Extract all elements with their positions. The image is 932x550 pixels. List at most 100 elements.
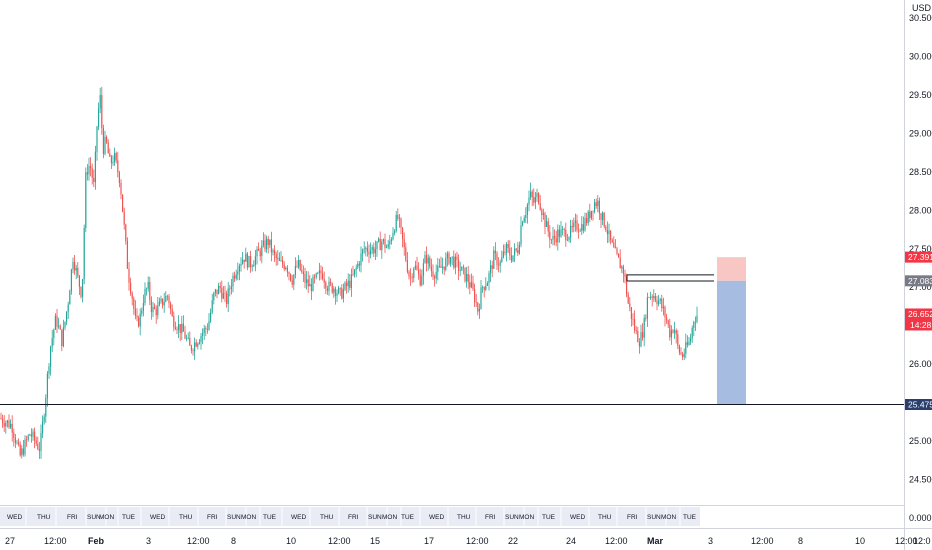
candle-body (67, 304, 69, 312)
candle-body (494, 250, 496, 254)
candle-body (672, 330, 674, 333)
candle-body (600, 213, 602, 220)
y-tick-label: 30.500 (909, 13, 932, 23)
candle-body (474, 288, 476, 303)
candle-body (330, 281, 332, 284)
candle-body (499, 261, 501, 266)
candle-body (557, 229, 559, 243)
candle-body (528, 197, 530, 205)
candle-body (282, 260, 284, 265)
x-tick-label: 12:00 (328, 536, 351, 546)
candle-body (533, 197, 535, 203)
candle-body (134, 308, 136, 316)
candle-body (462, 266, 464, 268)
candle-body (24, 439, 26, 455)
candle-body (346, 282, 348, 287)
candle-body (542, 213, 544, 215)
x-tick-label: 12:00 (895, 536, 918, 546)
candle-body (680, 352, 682, 355)
candle-body (206, 328, 208, 330)
candle-body (525, 215, 527, 219)
candle-body (389, 241, 391, 245)
candle-body (547, 221, 549, 232)
candle-body (464, 267, 466, 282)
candle-body (227, 288, 229, 305)
y-tick-label: 27.000 (909, 282, 932, 292)
candle-body (53, 329, 55, 339)
candle-body (432, 271, 434, 277)
candle-body (203, 328, 205, 334)
candle-body (45, 397, 47, 417)
candle-body (8, 420, 10, 428)
candle-body (64, 321, 66, 328)
candle-body (322, 273, 324, 279)
candle-body (307, 279, 309, 287)
candle-body (397, 215, 399, 219)
candle-body (549, 231, 551, 240)
candle-body (582, 224, 584, 231)
candle-body (160, 298, 162, 302)
candle-body (48, 366, 50, 374)
candle-body (147, 281, 149, 289)
candle-body (394, 231, 396, 233)
candle-body (54, 315, 56, 330)
candle-body (419, 274, 421, 286)
candle-body (674, 330, 676, 333)
candle-body (144, 288, 146, 304)
day-label: FRI (627, 514, 638, 521)
candle-body (696, 315, 698, 322)
candle-body (357, 263, 359, 268)
candle-body (570, 225, 572, 238)
candle-body (59, 325, 61, 330)
candle-body (654, 296, 656, 301)
candle-body (424, 255, 426, 264)
candle-body (613, 242, 615, 248)
x-tick-label: Mar (647, 536, 664, 546)
candle-body (358, 263, 360, 266)
day-label: MON (99, 514, 114, 521)
candle-body (157, 305, 159, 316)
candle-body (384, 239, 386, 248)
candle-body (605, 226, 607, 231)
day-label: THU (37, 514, 51, 521)
candle-body (35, 440, 37, 444)
day-label: WED (150, 514, 165, 521)
x-tick-label: 3 (708, 536, 713, 546)
candle-body (446, 253, 448, 259)
candle-body (498, 265, 500, 266)
candle-body (622, 266, 624, 274)
x-tick-label: 10 (286, 536, 296, 546)
candle-body (56, 315, 58, 327)
candle-body (259, 250, 261, 257)
candle-body (536, 193, 538, 198)
candle-body (214, 289, 216, 293)
candle-body (392, 232, 394, 240)
day-label: WED (570, 514, 585, 521)
short-position-tool[interactable] (717, 257, 746, 405)
candle-body (150, 299, 152, 313)
candle-body (85, 172, 87, 229)
candle-body (170, 303, 172, 309)
candle-body (11, 423, 13, 433)
candle-body (120, 182, 122, 195)
candle-body (586, 218, 588, 224)
day-label: MON (241, 514, 256, 521)
candle-body (606, 230, 608, 235)
marked-levels[interactable] (626, 274, 714, 282)
y-tick-label: 25.000 (909, 436, 932, 446)
candle-body (502, 251, 504, 258)
candle-body (344, 282, 346, 290)
candle-body (646, 297, 648, 319)
candle-body (635, 329, 637, 332)
candle-body (349, 280, 351, 288)
candle-body (422, 263, 424, 276)
candle-body (594, 202, 596, 212)
candle-body (192, 350, 194, 352)
candle-body (176, 329, 178, 331)
candle-body (378, 238, 380, 242)
candle-body (650, 296, 652, 298)
candle-body (238, 265, 240, 272)
candle-body (243, 259, 245, 262)
candle-body (94, 151, 96, 183)
